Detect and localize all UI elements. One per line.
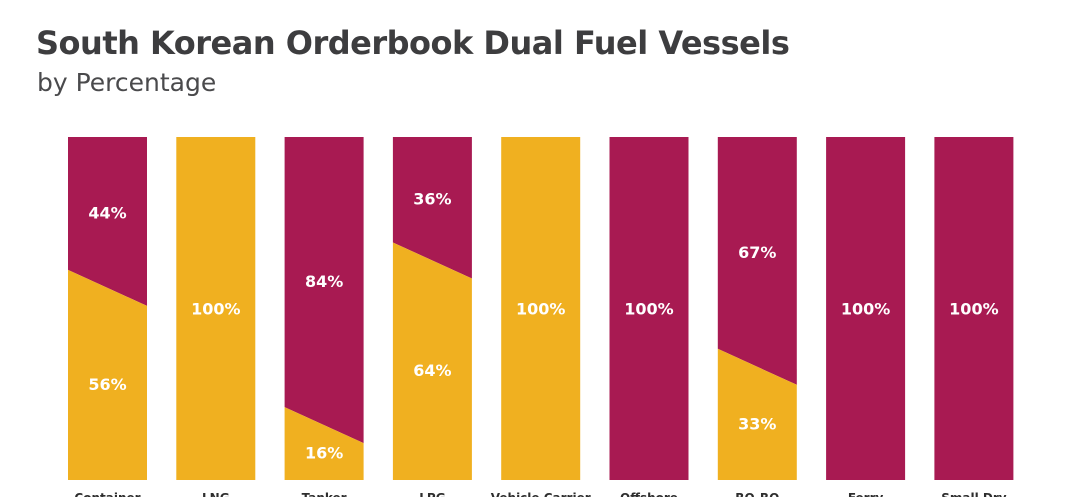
- bar-tanker-secondary: [284, 137, 364, 444]
- category-label-container: Container: [74, 491, 140, 497]
- category-label-lng: LNG: [202, 491, 230, 497]
- chart-subtitle: by Percentage: [37, 68, 217, 97]
- bar-small-dry-secondary: [934, 137, 1014, 480]
- bar-container-secondary: [68, 137, 147, 306]
- bar-ro-ro-primary: [717, 348, 797, 480]
- bar-vehicle-carrier-primary: [501, 137, 581, 480]
- bar-lpg-primary: [392, 242, 472, 480]
- data-label-vehicle-carrier-primary: 100%: [516, 300, 565, 319]
- category-label-vehicle-carrier: Vehicle Carrier: [491, 491, 591, 497]
- data-label-offshore-secondary: 100%: [624, 300, 673, 319]
- category-label-tanker: Tanker: [302, 491, 347, 497]
- bar-ferry-secondary: [826, 137, 906, 480]
- bar-tanker-primary: [284, 407, 364, 480]
- category-label-ferry: Ferry: [848, 491, 884, 497]
- bar-lpg-secondary: [392, 137, 472, 279]
- data-label-ferry-secondary: 100%: [841, 300, 890, 319]
- data-label-lpg-secondary: 36%: [413, 190, 451, 209]
- data-label-container-primary: 56%: [88, 375, 126, 394]
- data-label-tanker-primary: 16%: [305, 444, 343, 463]
- data-label-lpg-primary: 64%: [413, 361, 451, 380]
- bar-offshore-secondary: [609, 137, 689, 480]
- category-label-ro-ro: RO-RO: [735, 491, 779, 497]
- data-label-ro-ro-secondary: 67%: [738, 243, 776, 262]
- category-label-offshore: Offshore: [620, 491, 678, 497]
- bar-lng-primary: [176, 137, 256, 480]
- data-label-container-secondary: 44%: [88, 203, 126, 222]
- bar-ro-ro-secondary: [717, 137, 797, 385]
- data-label-lng-primary: 100%: [191, 300, 240, 319]
- data-label-tanker-secondary: 84%: [305, 272, 343, 291]
- bar-container-primary: [68, 269, 147, 480]
- chart-title: South Korean Orderbook Dual Fuel Vessels: [36, 24, 790, 62]
- data-label-ro-ro-primary: 33%: [738, 414, 776, 433]
- data-label-small-dry-secondary: 100%: [949, 300, 998, 319]
- category-label-lpg: LPG: [419, 491, 445, 497]
- category-label-small-dry: Small Dry: [941, 491, 1007, 497]
